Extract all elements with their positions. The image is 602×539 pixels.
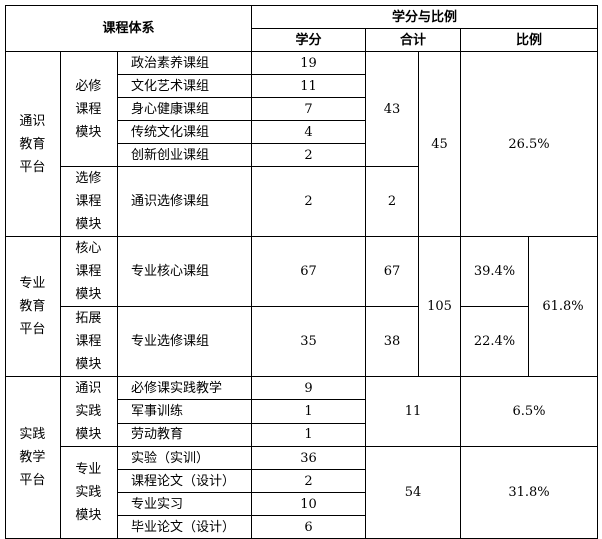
- course-credits: 35: [251, 306, 366, 377]
- module-ratio: 22.4%: [460, 306, 529, 377]
- course-credits: 1: [251, 422, 366, 448]
- general-platform-total: 45: [418, 51, 461, 237]
- module-practice-professional: 专业实践模块: [60, 446, 118, 539]
- course-name: 必修课实践教学: [117, 375, 252, 401]
- course-name: 身心健康课组: [117, 97, 252, 121]
- course-credits: 1: [251, 399, 366, 424]
- course-credits: 36: [251, 446, 366, 470]
- course-name: 创新创业课组: [117, 143, 252, 167]
- module-ratio: 39.4%: [460, 236, 529, 307]
- module-general-required: 必修课程模块: [60, 51, 118, 167]
- course-credits: 67: [251, 236, 366, 307]
- professional-platform-total: 105: [418, 236, 461, 377]
- credit-table: 课程体系 学分与比例 学分 合计 比例 通识教育平台 必修课程模块 政治素养课组…: [5, 5, 598, 539]
- elective-total: 2: [365, 166, 419, 237]
- course-credits: 6: [251, 515, 366, 539]
- course-name: 课程论文（设计）: [117, 469, 252, 493]
- course-name: 毕业论文（设计）: [117, 515, 252, 539]
- course-name: 通识选修课组: [117, 166, 252, 237]
- course-credits: 2: [251, 143, 366, 167]
- module-professional-core: 核心课程模块: [60, 236, 118, 307]
- course-name: 专业核心课组: [117, 236, 252, 307]
- module-professional-extension: 拓展课程模块: [60, 306, 118, 377]
- course-credits: 4: [251, 120, 366, 144]
- course-credits: 10: [251, 492, 366, 516]
- practice-professional-ratio: 31.8%: [460, 446, 598, 539]
- course-credits: 19: [251, 51, 366, 75]
- course-name: 专业实习: [117, 492, 252, 516]
- general-platform-ratio: 26.5%: [460, 51, 598, 237]
- module-total: 38: [365, 306, 419, 377]
- module-general-elective: 选修课程模块: [60, 166, 118, 237]
- header-credits: 学分: [251, 28, 366, 52]
- course-credits: 2: [251, 166, 366, 237]
- required-total: 43: [365, 51, 419, 167]
- platform-professional: 专业教育平台: [5, 236, 61, 377]
- course-name: 传统文化课组: [117, 120, 252, 144]
- platform-general: 通识教育平台: [5, 51, 61, 237]
- practice-general-total: 11: [365, 376, 461, 447]
- course-name: 文化艺术课组: [117, 74, 252, 98]
- course-credits: 2: [251, 469, 366, 493]
- platform-practice: 实践教学平台: [5, 376, 61, 539]
- course-credits: 11: [251, 74, 366, 98]
- header-ratio: 比例: [460, 28, 598, 52]
- course-name: 军事训练: [117, 399, 252, 424]
- header-credits-ratio: 学分与比例: [251, 5, 598, 29]
- course-name: 劳动教育: [117, 422, 252, 448]
- header-total: 合计: [365, 28, 461, 52]
- header-course-system: 课程体系: [5, 5, 252, 52]
- course-credits: 7: [251, 97, 366, 121]
- course-name: 政治素养课组: [117, 51, 252, 75]
- module-practice-general: 通识实践模块: [60, 376, 118, 447]
- practice-general-ratio: 6.5%: [460, 376, 598, 447]
- course-credits: 9: [251, 375, 366, 401]
- course-name: 专业选修课组: [117, 306, 252, 377]
- module-total: 67: [365, 236, 419, 307]
- course-name: 实验（实训）: [117, 446, 252, 470]
- practice-professional-total: 54: [365, 446, 461, 539]
- professional-platform-ratio: 61.8%: [528, 236, 598, 377]
